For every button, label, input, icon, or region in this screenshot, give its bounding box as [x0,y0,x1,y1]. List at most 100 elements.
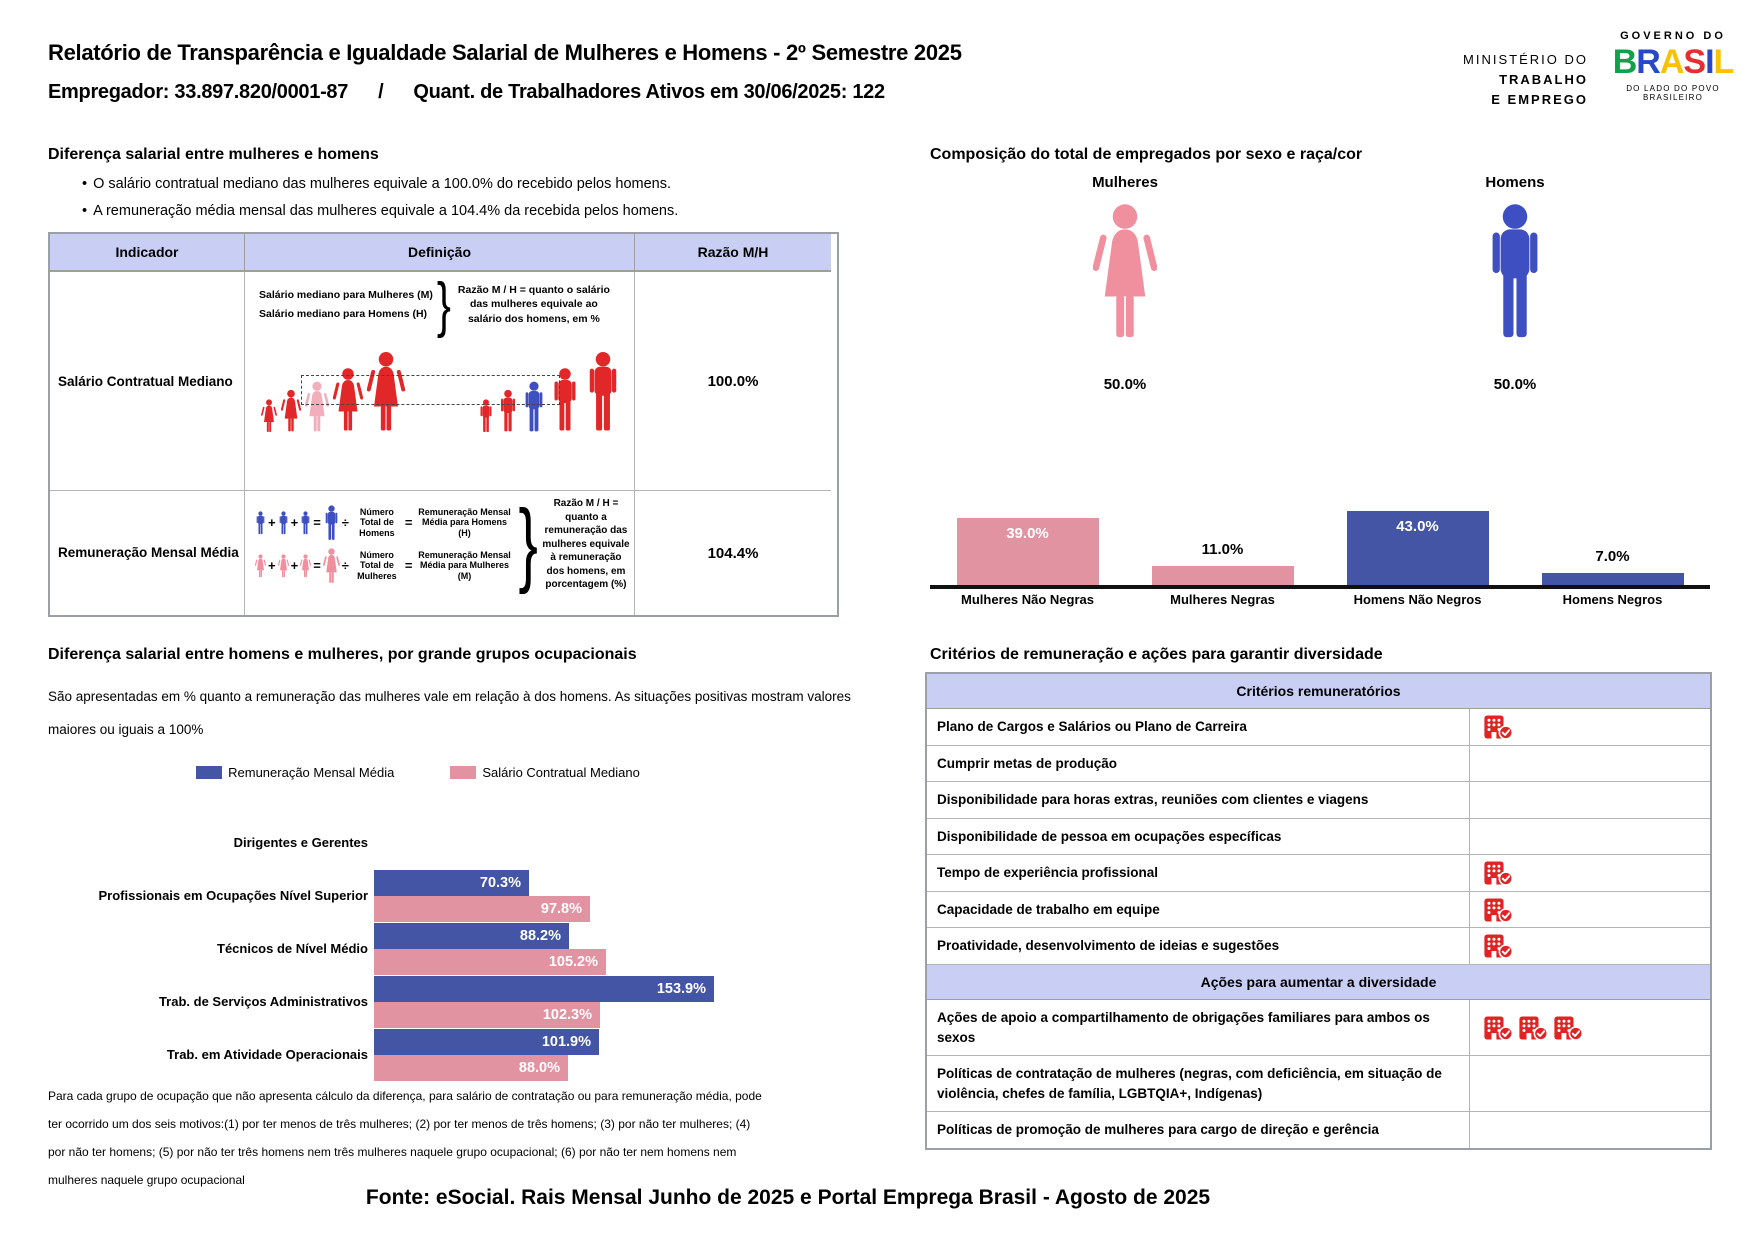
ratio-note: Razão M / H = quanto a remuneração das m… [542,498,630,590]
criteria-check-cell [1470,892,1710,928]
criteria-check-cell [1470,819,1710,855]
legend-swatch [196,766,223,779]
occupation-bar: 153.9% [374,975,714,1002]
criteria-check-cell [1470,1112,1710,1148]
legend-item: Salário Contratual Mediano [450,765,640,780]
men-group-label: Homens [1485,174,1545,191]
page-title: Relatório de Transparência e Igualdade S… [48,40,962,65]
ratio-value: 104.4% [707,544,759,562]
indicator-name: Salário Contratual Mediano [50,272,245,491]
employer-id: Empregador: 33.897.820/0001-87 [48,81,349,103]
occupation-row: Técnicos de Nível Médio 88.2% 105.2% [48,922,788,975]
composition-bar [1151,566,1294,585]
composition-bar-slot: 39.0% [930,440,1125,585]
criteria-label: Disponibilidade de pessoa em ocupações e… [927,818,1470,855]
occupations-footnote: Para cada grupo de ocupação que não apre… [48,1089,762,1187]
criteria-table: Critérios remuneratórios Plano de Cargos… [925,672,1712,1150]
composition-bar-chart: 39.0% 11.0% 43.0% 7.0% [930,440,1710,589]
female-figure-icon [281,389,301,432]
criteria-label: Plano de Cargos e Salários ou Plano de C… [927,709,1470,745]
occupation-bars: 153.9% 102.3% [374,975,788,1028]
employer-line: Empregador: 33.897.820/0001-87 / Quant. de… [48,81,885,104]
occupation-bar: 70.3% [374,869,529,896]
women-group-label: Mulheres [1092,174,1158,191]
female-figure-icon [322,548,340,583]
criteria-section-header: Ações para aumentar a diversidade [927,964,1710,1000]
occupation-bar: 88.0% [374,1054,568,1081]
female-figure-icon [300,554,312,577]
col-indicador: Indicador [50,234,245,272]
brasil-letter: B [1612,43,1638,81]
bar-value-label: 105.2% [548,953,598,970]
brasil-logo-top: GOVERNO DO [1620,30,1726,42]
occupation-label: Profissionais em Ocupações Nível Superio… [98,888,368,903]
occupations-bar-chart: Dirigentes e Gerentes Profissionais em O… [48,816,788,1081]
source-footer: Fonte: eSocial. Rais Mensal Junho de 202… [365,1186,1211,1209]
criteria-row: Políticas de promoção de mulheres para c… [927,1112,1710,1148]
criteria-check-cell [1470,928,1710,964]
men-percentage: 50.0% [1493,376,1537,393]
average-pictogram: + + = ÷ Número Total de Homens = Remuneração… [255,498,515,591]
ministry-line1: MINISTÉRIO DO [1463,52,1588,67]
criteria-row: Capacidade de trabalho em equipe [927,891,1710,929]
building-check-icon [1483,714,1513,740]
criteria-row: Cumprir metas de produção [927,745,1710,783]
category-label: Homens Não Negros [1353,592,1482,607]
formula-row: + + = ÷ Número Total de Homens = Remuneração… [255,505,515,541]
building-check-icon [1553,1014,1583,1041]
brasil-letter: A [1659,43,1685,81]
bullet-item: • A remuneração média mensal das mulheres… [82,203,679,219]
men-icon-wrap [1320,202,1710,342]
indicator-definition: Salário mediano para Mulheres (M) Salári… [245,272,635,491]
occupation-row: Trab. de Serviços Administrativos 153.9%… [48,975,788,1028]
occupations-title: Diferença salarial entre homens e mulher… [48,646,637,663]
bullet-dot: • [82,203,88,219]
occupation-label: Dirigentes e Gerentes [233,835,368,850]
brasil-logo: GOVERNO DO BRASIL DO LADO DO POVO BRASIL… [1598,30,1748,102]
table-row: Remuneração Mensal Média + + = ÷ Número Tot… [50,491,837,615]
criteria-title: Critérios de remuneração e ações para ga… [930,646,1383,663]
composition-bar-slot: 43.0% [1320,440,1515,585]
composition-title: Composição do total de empregados por se… [930,146,1363,163]
male-figure-icon [589,351,617,431]
active-workers: Quant. de Trabalhadores Ativos em 30/06/… [413,81,885,103]
building-check-icon [1483,897,1513,923]
criteria-row: Disponibilidade para horas extras, reuni… [927,782,1710,819]
male-figure-icon [325,505,338,540]
women-icon-wrap [930,202,1320,342]
female-figure-icon [261,399,277,432]
bar-value-label: 11.0% [1201,541,1244,558]
salary-diff-bullets: • O salário contratual mediano das mulher… [82,176,822,230]
indicator-table-header: Indicador Definição Razão M/H [50,234,837,272]
criteria-section-header: Critérios remuneratórios [927,674,1710,709]
bar-value-label: 101.9% [541,1033,591,1050]
bar-value-label: 70.3% [479,874,521,891]
occupation-bar: 88.2% [374,922,569,949]
criteria-check-cell [1470,782,1710,818]
occupation-bar: 97.8% [374,895,590,922]
male-icon [1492,204,1538,338]
brasil-logo-name: BRASIL [1598,42,1748,82]
formula-row: + + = ÷ Número Total de Mulheres = Remuneraç… [255,548,515,584]
category-label: Mulheres Negras [1170,592,1275,607]
criteria-label: Políticas de contratação de mulheres (ne… [927,1056,1470,1112]
criteria-label: Políticas de promoção de mulheres para c… [927,1112,1470,1148]
occupation-bars [374,816,788,869]
brasil-letter: I [1705,43,1715,81]
brasil-letter: R [1636,43,1661,81]
bullet-dot: • [82,176,88,192]
building-check-icon [1483,933,1513,960]
bar-value-label: 7.0% [1595,548,1630,565]
col-definicao: Definição [245,234,635,272]
ministry-logo: MINISTÉRIO DO TRABALHO E EMPREGO [1330,50,1588,110]
criteria-check-cell [1470,855,1710,891]
bar-value-label: 39.0% [1006,525,1049,542]
ministry-line2: TRABALHO [1499,72,1588,87]
indicator-definition: + + = ÷ Número Total de Homens = Remuneração… [245,491,635,615]
category-label: Mulheres Não Negras [961,592,1094,607]
male-figure-icon [301,511,310,534]
median-women-label: Salário mediano para Mulheres (M) [259,289,433,301]
legend-swatch [450,766,477,779]
occupation-bar: 105.2% [374,948,606,975]
